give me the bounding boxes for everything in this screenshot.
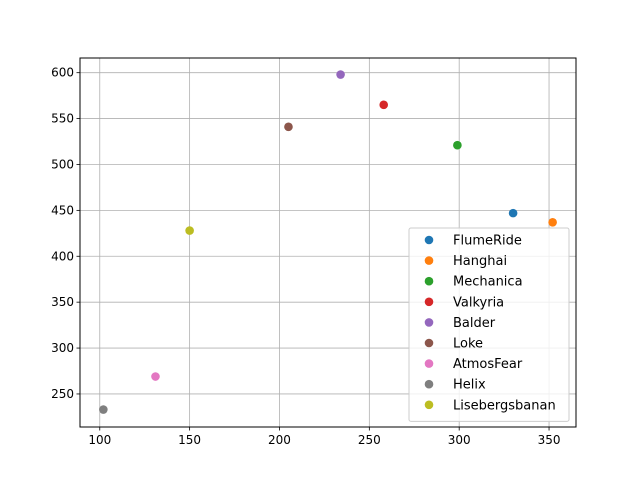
- x-tick-label: 250: [358, 433, 381, 447]
- legend-marker: [424, 400, 434, 410]
- legend-marker: [424, 338, 434, 348]
- x-tick-label: 200: [268, 433, 291, 447]
- legend-label: Mechanica: [453, 275, 523, 290]
- legend-label: Valkyria: [453, 295, 504, 310]
- legend-label: Balder: [453, 316, 496, 331]
- legend-label: FlumeRide: [453, 234, 522, 249]
- x-tick-label: 350: [538, 433, 561, 447]
- y-tick-label: 300: [51, 341, 74, 355]
- x-axis-ticks: 100 150 200 250 300 350: [88, 427, 560, 447]
- x-tick-label: 150: [178, 433, 201, 447]
- data-point: [453, 140, 462, 150]
- legend-marker: [424, 318, 434, 327]
- y-tick-label: 600: [51, 66, 74, 80]
- x-tick-label: 300: [448, 433, 471, 447]
- legend-box: [408, 227, 570, 422]
- data-point: [284, 122, 293, 132]
- y-axis-ticks: 250 300 350 400 450 500 550 600: [51, 66, 80, 401]
- y-tick-label: 400: [51, 249, 74, 263]
- legend-label: Loke: [453, 337, 483, 352]
- y-tick-label: 550: [51, 112, 74, 126]
- legend-marker: [424, 359, 434, 368]
- data-point: [151, 372, 160, 381]
- data-point: [379, 100, 389, 110]
- data-point: [99, 405, 108, 414]
- data-point: [548, 218, 557, 227]
- data-point: [336, 70, 345, 79]
- x-tick-label: 100: [88, 433, 111, 447]
- legend-marker: [424, 235, 434, 245]
- legend: FlumeRide Hanghai Mechanica Valkyria Balder L…: [408, 227, 570, 422]
- data-point: [185, 226, 194, 235]
- data-point: [508, 208, 518, 218]
- legend-marker: [424, 297, 434, 307]
- legend-marker: [424, 256, 434, 265]
- legend-label: Helix: [453, 378, 486, 393]
- plot-frame: [79, 57, 577, 428]
- y-tick-label: 450: [51, 203, 74, 217]
- y-tick-label: 350: [51, 295, 74, 309]
- y-tick-label: 250: [51, 387, 74, 401]
- legend-label: Lisebergsbanan: [453, 398, 556, 413]
- legend-marker: [424, 379, 434, 389]
- y-tick-label: 500: [51, 157, 74, 171]
- legend-label: Hanghai: [453, 254, 507, 269]
- legend-marker: [424, 276, 434, 286]
- data-points: [99, 70, 557, 414]
- legend-label: AtmosFear: [453, 357, 523, 372]
